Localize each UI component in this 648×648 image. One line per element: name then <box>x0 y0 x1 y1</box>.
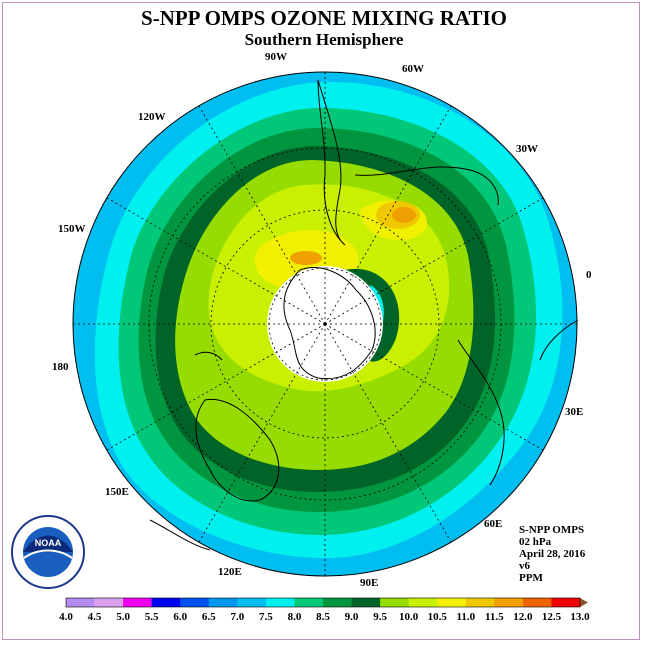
info-units: PPM <box>519 572 543 584</box>
colorbar-tick-label: 12.0 <box>513 611 533 623</box>
longitude-label: 60E <box>484 518 502 530</box>
colorbar-swatch <box>494 598 524 607</box>
colorbar-swatch <box>465 598 495 607</box>
map-border <box>72 71 578 577</box>
colorbar-swatch <box>66 598 96 607</box>
figure-frame <box>2 2 640 640</box>
colorbar-tick-label: 6.0 <box>173 611 187 623</box>
logo-wave <box>23 549 73 559</box>
noaa-logo: NOAA <box>11 515 85 589</box>
colorbar-swatch <box>180 598 210 607</box>
colorbar-swatch <box>380 598 410 607</box>
longitude-labels: 0 30E 60E 90E 120E 150E 180 150W 120W 90W 60W 30W <box>52 51 592 589</box>
colorbar-tick-label: 11.0 <box>456 611 475 623</box>
graticule <box>73 72 577 576</box>
colorbar-tick-label: 4.0 <box>59 611 73 623</box>
longitude-label: 120E <box>218 566 242 578</box>
colorbar-tick-label: 10.5 <box>428 611 448 623</box>
colorbar-tick-label: 9.0 <box>345 611 359 623</box>
contour-8.5-vortex <box>345 268 400 362</box>
colorbar-swatch <box>437 598 467 607</box>
logo-text: NOAA <box>35 538 62 548</box>
longitude-label: 90E <box>360 577 378 589</box>
info-level: 02 hPa <box>519 536 552 548</box>
longitude-label: 30W <box>516 143 538 155</box>
colorbar-swatch <box>551 598 581 607</box>
colorbar-tick-label: 8.5 <box>316 611 330 623</box>
longitude-label: 150E <box>105 486 129 498</box>
product-info: S-NPP OMPS 02 hPa April 28, 2016 v6 PPM <box>519 524 585 584</box>
colorbar-swatch <box>237 598 267 607</box>
colorbar-tick-label: 13.0 <box>570 611 590 623</box>
colorbar-border <box>65 597 581 608</box>
longitude-label: 120W <box>138 111 166 123</box>
colorbar-swatch <box>208 598 238 607</box>
colorbar-tick-label: 5.0 <box>116 611 130 623</box>
longitude-label: 180 <box>52 361 69 373</box>
info-date: April 28, 2016 <box>519 548 586 560</box>
colorbar-swatch <box>294 598 324 607</box>
map-title: S-NPP OMPS OZONE MIXING RATIO <box>141 6 507 30</box>
colorbar-swatch <box>522 598 552 607</box>
colorbar-tick-label: 10.0 <box>399 611 419 623</box>
longitude-label: 150W <box>58 223 86 235</box>
map-subtitle: Southern Hemisphere <box>244 30 404 49</box>
longitude-label: 60W <box>402 63 424 75</box>
colorbar: 4.0 4.5 5.0 5.5 6.0 6.5 7.0 7.5 8.0 8.5 9.0 9.5 10.0… <box>59 597 590 623</box>
colorbar-swatch <box>351 598 381 607</box>
contour-11.5 <box>392 207 416 223</box>
colorbar-swatch <box>123 598 153 607</box>
logo-bird <box>23 535 73 552</box>
colorbar-tick-label: 7.5 <box>259 611 273 623</box>
colorbar-tick-label: 12.5 <box>542 611 562 623</box>
colorbar-tick-label: 5.5 <box>145 611 159 623</box>
colorbar-swatch <box>151 598 181 607</box>
longitude-label: 30E <box>565 406 583 418</box>
colorbar-swatch <box>265 598 295 607</box>
contour-11.5b <box>290 251 322 265</box>
colorbar-end-swatch <box>580 598 588 607</box>
colorbar-swatch <box>408 598 438 607</box>
info-instrument: S-NPP OMPS <box>519 524 585 536</box>
colorbar-tick-label: 6.5 <box>202 611 216 623</box>
info-version: v6 <box>519 560 530 572</box>
longitude-label: 0 <box>586 269 592 281</box>
colorbar-tick-label: 4.5 <box>88 611 102 623</box>
colorbar-tick-label: 8.0 <box>288 611 302 623</box>
coastlines <box>149 79 579 551</box>
colorbar-tick-label: 9.5 <box>373 611 387 623</box>
colorbar-tick-label: 11.5 <box>485 611 504 623</box>
colorbar-swatch <box>323 598 353 607</box>
colorbar-tick-label: 7.0 <box>230 611 244 623</box>
colorbar-swatch <box>94 598 124 607</box>
longitude-label: 90W <box>265 51 287 63</box>
